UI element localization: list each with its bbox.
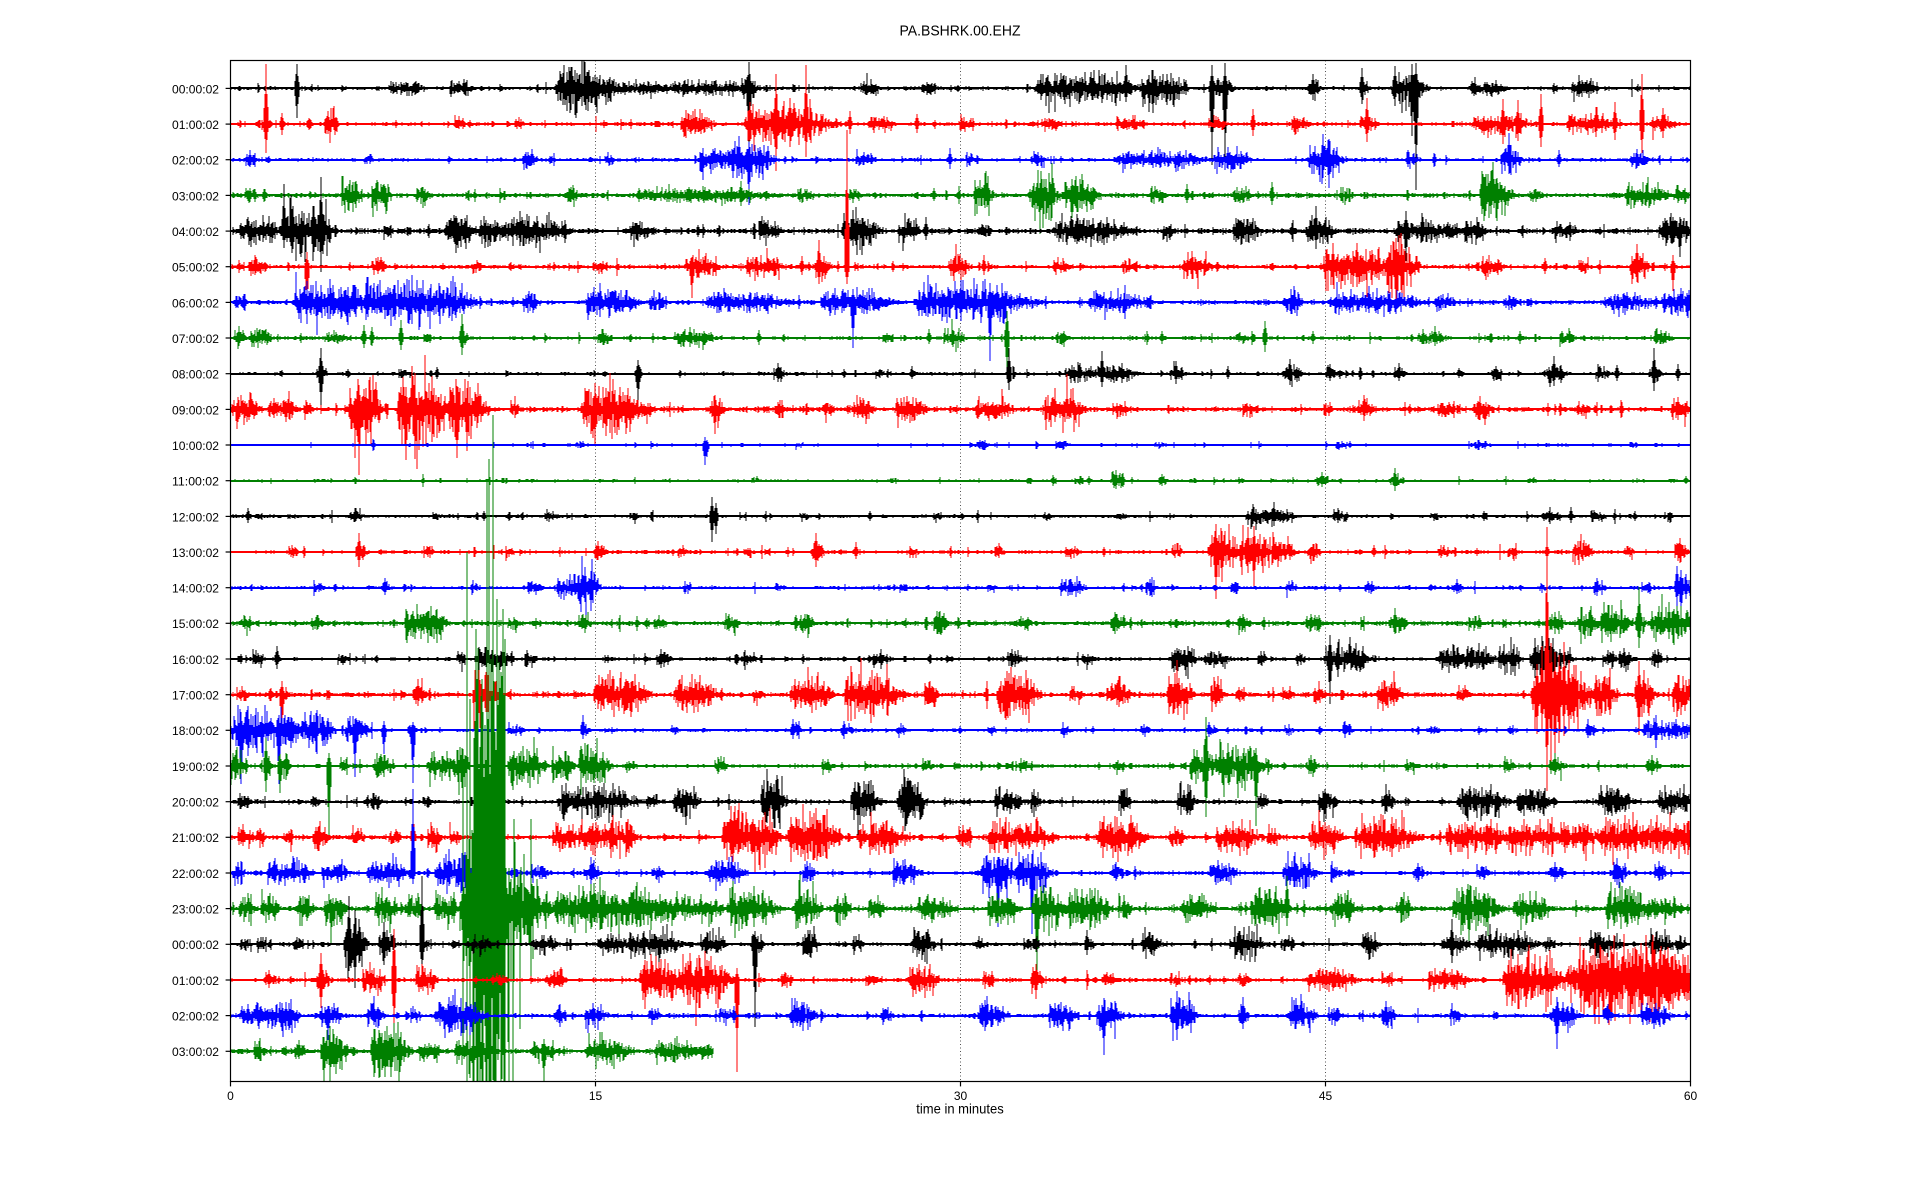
svg-text:01:00:02: 01:00:02 [172, 118, 219, 132]
svg-text:00:00:02: 00:00:02 [172, 938, 219, 952]
svg-text:13:00:02: 13:00:02 [172, 546, 219, 560]
svg-text:18:00:02: 18:00:02 [172, 724, 219, 738]
svg-text:45: 45 [1319, 1089, 1333, 1103]
svg-text:00:00:02: 00:00:02 [172, 82, 219, 96]
svg-text:15: 15 [589, 1089, 603, 1103]
svg-text:02:00:02: 02:00:02 [172, 1010, 219, 1024]
svg-text:15:00:02: 15:00:02 [172, 617, 219, 631]
svg-text:12:00:02: 12:00:02 [172, 510, 219, 524]
svg-text:30: 30 [954, 1089, 968, 1103]
svg-text:time in minutes: time in minutes [916, 1101, 1004, 1117]
svg-text:03:00:02: 03:00:02 [172, 1045, 219, 1059]
svg-text:19:00:02: 19:00:02 [172, 760, 219, 774]
svg-text:22:00:02: 22:00:02 [172, 867, 219, 881]
svg-text:06:00:02: 06:00:02 [172, 296, 219, 310]
svg-text:14:00:02: 14:00:02 [172, 582, 219, 596]
svg-text:01:00:02: 01:00:02 [172, 974, 219, 988]
svg-text:07:00:02: 07:00:02 [172, 332, 219, 346]
svg-text:11:00:02: 11:00:02 [172, 475, 219, 489]
svg-text:02:00:02: 02:00:02 [172, 154, 219, 168]
svg-text:16:00:02: 16:00:02 [172, 653, 219, 667]
svg-text:04:00:02: 04:00:02 [172, 225, 219, 239]
svg-text:20:00:02: 20:00:02 [172, 796, 219, 810]
svg-text:08:00:02: 08:00:02 [172, 368, 219, 382]
svg-text:17:00:02: 17:00:02 [172, 689, 219, 703]
svg-text:09:00:02: 09:00:02 [172, 403, 219, 417]
svg-text:03:00:02: 03:00:02 [172, 189, 219, 203]
svg-text:60: 60 [1684, 1089, 1698, 1103]
svg-text:PA.BSHRK.00.EHZ: PA.BSHRK.00.EHZ [900, 24, 1021, 40]
svg-text:05:00:02: 05:00:02 [172, 261, 219, 275]
svg-text:0: 0 [227, 1089, 234, 1103]
svg-text:21:00:02: 21:00:02 [172, 831, 219, 845]
svg-text:10:00:02: 10:00:02 [172, 439, 219, 453]
svg-text:23:00:02: 23:00:02 [172, 903, 219, 917]
